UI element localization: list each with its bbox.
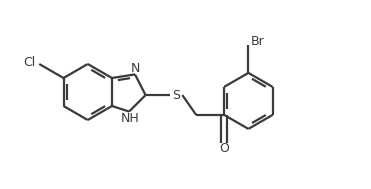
Text: N: N — [131, 62, 140, 75]
Text: Br: Br — [250, 35, 264, 48]
Text: NH: NH — [121, 112, 139, 125]
Text: Cl: Cl — [23, 56, 35, 68]
Text: S: S — [173, 89, 180, 102]
Text: O: O — [219, 142, 229, 155]
